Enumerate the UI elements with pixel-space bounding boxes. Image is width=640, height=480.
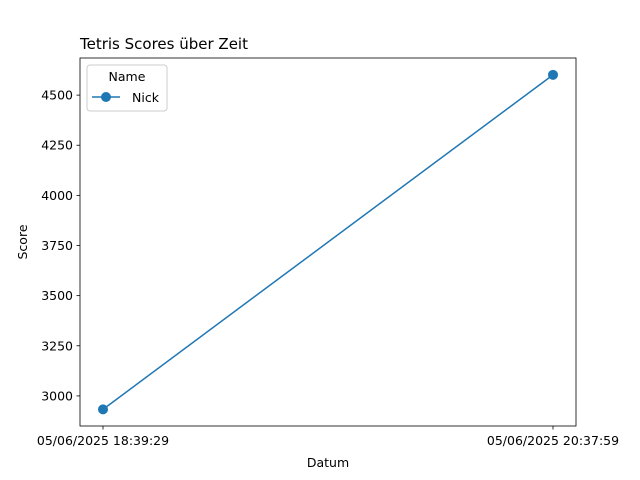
y-tick-label: 3250 xyxy=(41,338,73,353)
legend-marker-nick xyxy=(101,92,111,102)
x-axis-label: Datum xyxy=(307,455,349,470)
x-axis-ticks: 05/06/2025 18:39:29 05/06/2025 20:37:59 xyxy=(37,426,619,448)
chart-title: Tetris Scores über Zeit xyxy=(79,35,248,53)
series-layer xyxy=(98,69,558,415)
legend-title: Name xyxy=(109,69,146,84)
x-tick-label: 05/06/2025 18:39:29 xyxy=(37,433,169,448)
y-axis-label: Score xyxy=(15,224,30,259)
y-tick-label: 4000 xyxy=(41,188,73,203)
y-tick-label: 4500 xyxy=(41,88,73,103)
y-tick-label: 3000 xyxy=(41,388,73,403)
y-axis-ticks: 3000 3250 3500 3750 4000 4250 4500 xyxy=(41,88,80,403)
data-point xyxy=(548,69,558,80)
plot-area-frame xyxy=(79,57,577,427)
legend-label-nick: Nick xyxy=(132,90,160,105)
y-tick-label: 4250 xyxy=(41,138,73,153)
y-tick-label: 3750 xyxy=(41,238,73,253)
data-point xyxy=(98,404,108,415)
x-tick-label: 05/06/2025 20:37:59 xyxy=(487,433,619,448)
y-tick-label: 3500 xyxy=(41,288,73,303)
legend: Name Nick xyxy=(86,64,168,112)
series-line-nick xyxy=(102,74,554,410)
